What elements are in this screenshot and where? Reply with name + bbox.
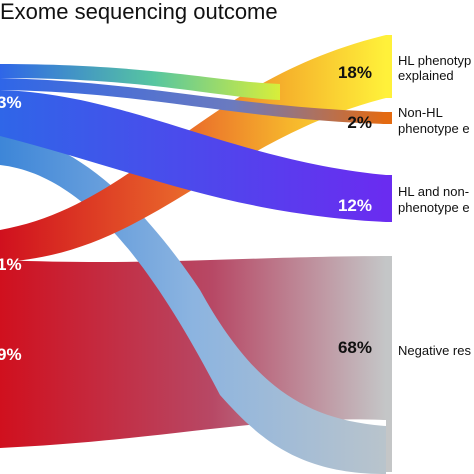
flow-blue-to-non-hl — [0, 78, 386, 124]
target-label-hl-and-non-hl-line2: phenotype e — [398, 200, 470, 215]
flow-blue-to-hl-explained — [0, 64, 280, 100]
target-label-hl-explained-line1: HL phenotyp — [398, 53, 471, 68]
target-label-non-hl-line1: Non-HL — [398, 105, 443, 120]
target-value-hl-explained: 18% — [338, 63, 372, 82]
target-label-non-hl-line2: phenotype e — [398, 121, 470, 136]
node-hl-and-non-hl — [386, 175, 392, 222]
flow-blue-to-hl-and-non-hl — [0, 90, 386, 222]
target-value-non-hl: 2% — [347, 113, 372, 132]
flow-lightblue-to-negative — [0, 133, 386, 474]
target-label-negative: Negative res — [398, 343, 471, 358]
node-negative — [386, 256, 392, 472]
node-hl-explained — [386, 35, 392, 98]
target-value-negative: 68% — [338, 338, 372, 357]
source-label-1: 3% — [0, 93, 22, 112]
target-label-hl-explained-line2: explained — [398, 68, 454, 83]
target-label-hl-and-non-hl-line1: HL and non- — [398, 184, 469, 199]
chart-title: Exome sequencing outcome — [0, 0, 278, 24]
source-label-4: 9% — [0, 345, 22, 364]
source-label-3: 1% — [0, 255, 22, 274]
target-value-hl-and-non-hl: 12% — [338, 196, 372, 215]
source-label-2: 7% — [0, 183, 22, 202]
node-non-hl — [386, 112, 392, 124]
